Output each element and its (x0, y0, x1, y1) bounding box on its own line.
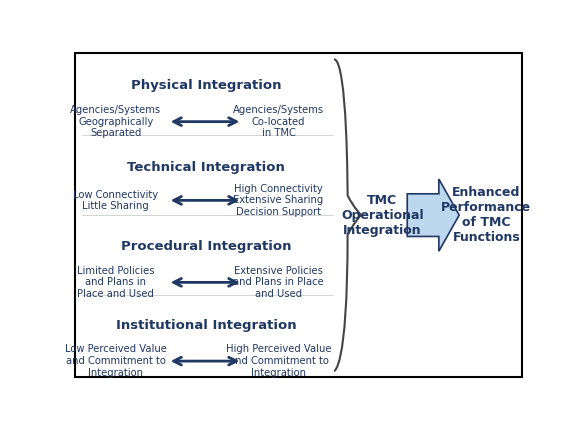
FancyBboxPatch shape (75, 53, 522, 377)
Text: Physical Integration: Physical Integration (131, 79, 282, 92)
Text: High Connectivity
Extensive Sharing
Decision Support: High Connectivity Extensive Sharing Deci… (233, 184, 324, 217)
FancyArrow shape (407, 179, 459, 251)
Text: Agencies/Systems
Co-located
in TMC: Agencies/Systems Co-located in TMC (233, 105, 324, 138)
Text: Enhanced
Performance
of TMC
Functions: Enhanced Performance of TMC Functions (441, 186, 531, 244)
Text: Limited Policies
and Plans in
Place and Used: Limited Policies and Plans in Place and … (77, 266, 154, 299)
Text: TMC
Operational
Integration: TMC Operational Integration (341, 194, 424, 236)
Text: Low Connectivity
Little Sharing: Low Connectivity Little Sharing (73, 190, 159, 211)
Text: Technical Integration: Technical Integration (127, 161, 285, 174)
Text: High Perceived Value
and Commitment to
Integration: High Perceived Value and Commitment to I… (226, 345, 331, 378)
Text: Institutional Integration: Institutional Integration (116, 319, 297, 331)
Text: Agencies/Systems
Geographically
Separated: Agencies/Systems Geographically Separate… (70, 105, 161, 138)
Text: Procedural Integration: Procedural Integration (121, 240, 292, 253)
Text: Extensive Policies
and Plans in Place
and Used: Extensive Policies and Plans in Place an… (233, 266, 324, 299)
Text: Low Perceived Value
and Commitment to
Integration: Low Perceived Value and Commitment to In… (65, 345, 167, 378)
